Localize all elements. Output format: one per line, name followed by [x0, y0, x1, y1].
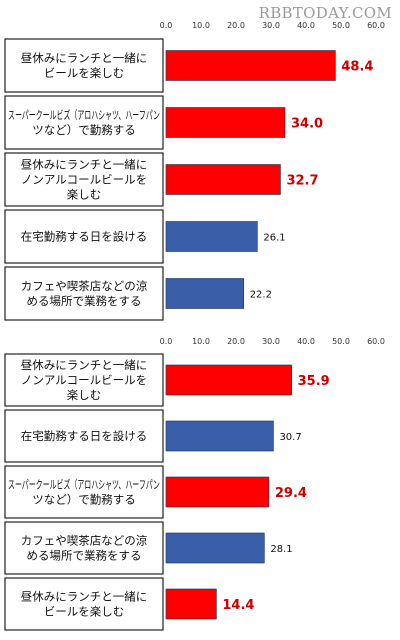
category-label: ノンアルコールビールを: [21, 373, 147, 387]
tick-label: 60.0: [367, 21, 385, 30]
category-box: [4, 152, 164, 207]
category-label: カフェや喫茶店などの涼: [21, 534, 148, 548]
bar: [165, 50, 336, 81]
category-label: 昼休みにランチと一緒に: [21, 590, 148, 604]
value-label: 22.2: [250, 290, 272, 301]
category-label: 在宅勤務する日を設ける: [21, 429, 148, 443]
category-box: [4, 521, 164, 575]
bar: [165, 420, 274, 452]
category-box: [4, 577, 164, 631]
value-label: 32.7: [286, 174, 318, 189]
tick-label: 10.0: [192, 337, 210, 346]
bar: [165, 278, 244, 309]
category-label: 昼休みにランチと一緒に: [21, 358, 148, 372]
category-label: める場所で業務をする: [27, 294, 142, 308]
category-label: ノンアルコールビールを: [21, 173, 147, 187]
tick-label: 10.0: [192, 21, 210, 30]
tick-label: 30.0: [262, 337, 280, 346]
value-label: 14.4: [222, 598, 254, 613]
value-label: 29.4: [275, 486, 307, 501]
category-box: [4, 38, 164, 93]
tick-label: 0.0: [160, 21, 173, 30]
category-label: 楽しむ: [67, 388, 102, 402]
category-box: [4, 465, 164, 519]
tick-label: 0.0: [160, 337, 173, 346]
tick-label: 50.0: [332, 337, 350, 346]
category-label: 在宅勤務する日を設ける: [21, 230, 148, 244]
category-box: [4, 409, 164, 463]
tick-label: 30.0: [262, 21, 280, 30]
category-box: [4, 353, 164, 407]
bar: [165, 588, 217, 620]
value-label: 30.7: [279, 432, 301, 443]
category-box: [4, 95, 164, 150]
category-label: める場所で業務をする: [27, 549, 142, 563]
category-label: スーパークールビズ（アロハシャツ、ハーフパン: [8, 478, 160, 492]
tick-label: 40.0: [297, 21, 315, 30]
value-label: 34.0: [291, 117, 323, 132]
category-label: スーパークールビズ（アロハシャツ、ハーフパン: [8, 108, 160, 122]
category-label: 楽しむ: [67, 188, 102, 202]
category-label: 昼休みにランチと一緒に: [21, 51, 148, 65]
tick-label: 40.0: [297, 337, 315, 346]
value-label: 48.4: [341, 60, 373, 75]
category-label: ツなど）で勤務する: [32, 123, 136, 137]
value-label: 26.1: [263, 233, 285, 244]
tick-label: 60.0: [367, 337, 385, 346]
bar: [165, 164, 281, 195]
tick-label: 50.0: [332, 21, 350, 30]
category-box: [4, 266, 164, 321]
bar: [165, 221, 258, 252]
category-label: ツなど）で勤務する: [32, 493, 136, 507]
category-box: [4, 209, 164, 264]
value-label: 35.9: [298, 374, 330, 389]
bar: [165, 476, 270, 508]
category-label: ビールを楽しむ: [44, 66, 125, 80]
bar: [165, 532, 265, 564]
category-label: カフェや喫茶店などの涼: [21, 279, 148, 293]
category-label: 昼休みにランチと一緒に: [21, 158, 148, 172]
tick-label: 20.0: [227, 21, 245, 30]
tick-label: 20.0: [227, 337, 245, 346]
bar: [165, 364, 292, 396]
category-label: ビールを楽しむ: [44, 605, 125, 619]
watermark-text: RBBTODAY.COM: [258, 4, 392, 22]
bar: [165, 107, 286, 138]
value-label: 28.1: [270, 544, 292, 555]
